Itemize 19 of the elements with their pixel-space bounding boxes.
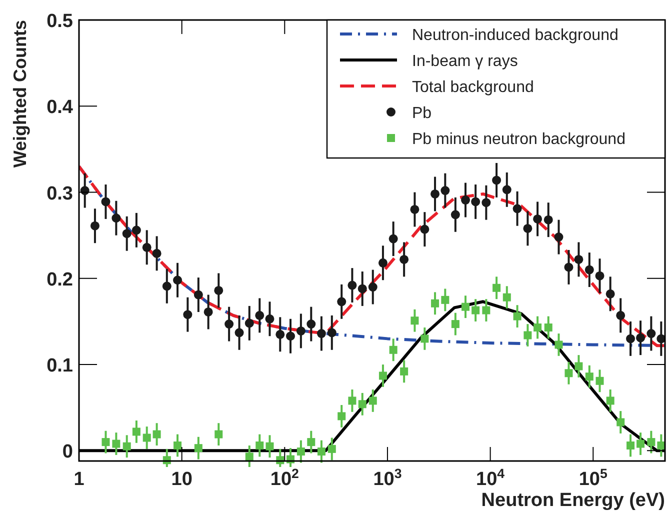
x-tick-label: 10$^{3}$ (373, 466, 402, 490)
y-tick-label: 0 (62, 442, 73, 463)
legend-label: Pb minus neutron background (412, 131, 626, 148)
legend-label: Pb (412, 105, 432, 122)
x-tick-label: 10$^{2}$ (270, 466, 299, 490)
x-tick-label: 10$^{5}$ (578, 466, 608, 490)
y-tick-label: 0.5 (46, 11, 74, 32)
x-tick-label: 10 (171, 469, 192, 490)
y-tick-label: 0.2 (46, 269, 73, 290)
legend-label: Neutron-induced background (412, 27, 618, 44)
x-tick-label: 10$^{4}$ (476, 466, 506, 490)
y-tick-label: 0.1 (46, 356, 74, 377)
y-tick-label: 0.3 (46, 183, 73, 204)
legend-label: Total background (412, 79, 534, 96)
x-tick-label: 1 (74, 469, 85, 490)
legend-label: In-beam γ rays (412, 53, 518, 70)
y-axis-title: Weighted Counts (10, 20, 30, 168)
y-tick-label: 0.4 (46, 97, 74, 118)
x-axis-title: Neutron Energy (eV) (481, 490, 665, 511)
